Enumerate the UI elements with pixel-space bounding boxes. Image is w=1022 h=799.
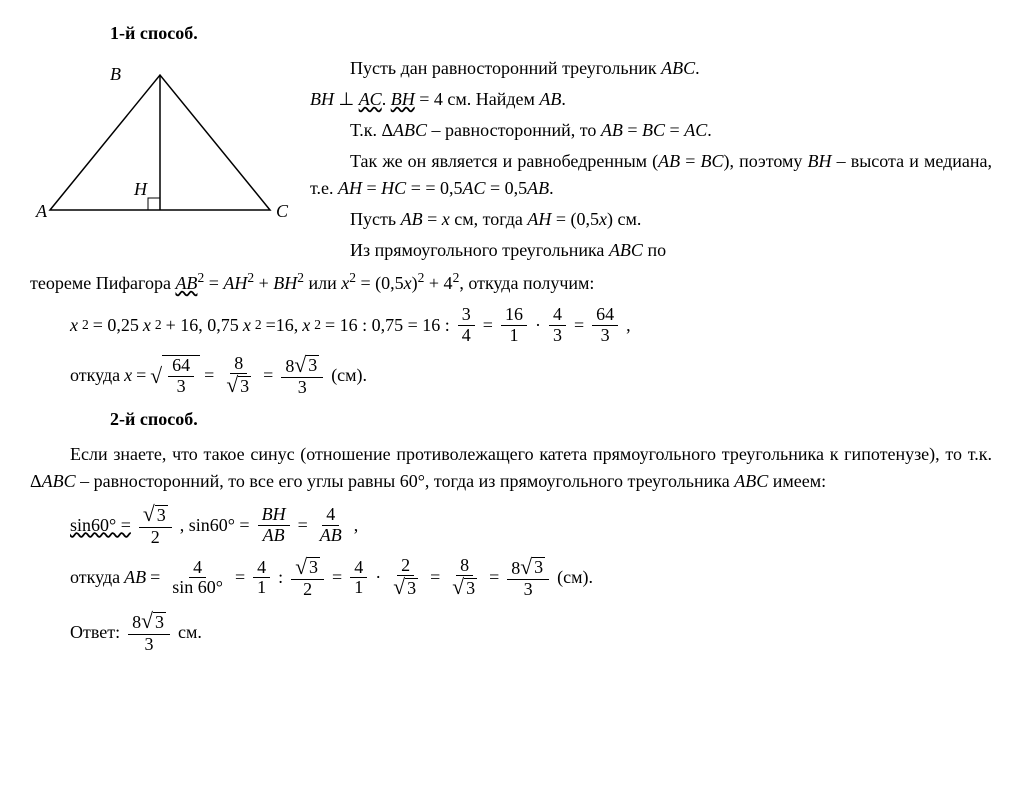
method2-section: 2-й способ. Если знаете, что такое синус… bbox=[30, 406, 992, 600]
eq1: x2 = 0,25x2 + 16, 0,75x2 =16, x2 = 16 : … bbox=[70, 305, 992, 346]
svg-text:A: A bbox=[35, 201, 48, 221]
line1-period: . bbox=[695, 58, 700, 78]
line6: Из прямоугольного треугольника ABC по bbox=[310, 237, 992, 264]
svg-text:C: C bbox=[276, 201, 289, 221]
method1-section: 1-й способ. A B C H Пусть дан равносторо… bbox=[30, 20, 992, 398]
svg-text:H: H bbox=[133, 179, 148, 199]
svg-text:B: B bbox=[110, 64, 121, 84]
line3: Т.к. ΔABC – равносторонний, то AB = BC =… bbox=[310, 117, 992, 144]
answer-label: Ответ: bbox=[70, 619, 120, 646]
line1: Пусть дан равносторонний треугольник ABC… bbox=[310, 55, 992, 82]
line5: Пусть AB = x см, тогда AH = (0,5x) см. bbox=[310, 206, 992, 233]
content-with-figure: A B C H Пусть дан равносторонний треугол… bbox=[30, 55, 992, 268]
answer-unit: см. bbox=[178, 619, 202, 646]
method2-header: 2-й способ. bbox=[110, 406, 992, 433]
method2-eq1: sin60° = 32 , sin60° = BHAB = 4AB , bbox=[70, 503, 992, 548]
answer: Ответ: 833 см. bbox=[70, 610, 992, 655]
line1-abc: ABC bbox=[661, 58, 695, 78]
eq2: откуда x = 643 = 83 = 833 (см). bbox=[70, 354, 992, 399]
method2-para1: Если знаете, что такое синус (отношение … bbox=[30, 441, 992, 495]
method1-text: Пусть дан равносторонний треугольник ABC… bbox=[310, 55, 992, 268]
triangle-figure: A B C H bbox=[30, 55, 290, 235]
method1-header: 1-й способ. bbox=[110, 20, 992, 47]
line1-text: Пусть дан равносторонний треугольник bbox=[350, 58, 661, 78]
line7: теореме Пифагора AB2 = AH2 + BH2 или x2 … bbox=[30, 268, 992, 297]
line2: BH ⊥ AC. BH = 4 см. Найдем AB. bbox=[310, 86, 992, 113]
line4: Так же он является и равнобедренным (AB … bbox=[310, 148, 992, 202]
method2-eq2: откуда AB = 4sin 60° = 41 : 32 = 41 · 23… bbox=[70, 556, 992, 601]
